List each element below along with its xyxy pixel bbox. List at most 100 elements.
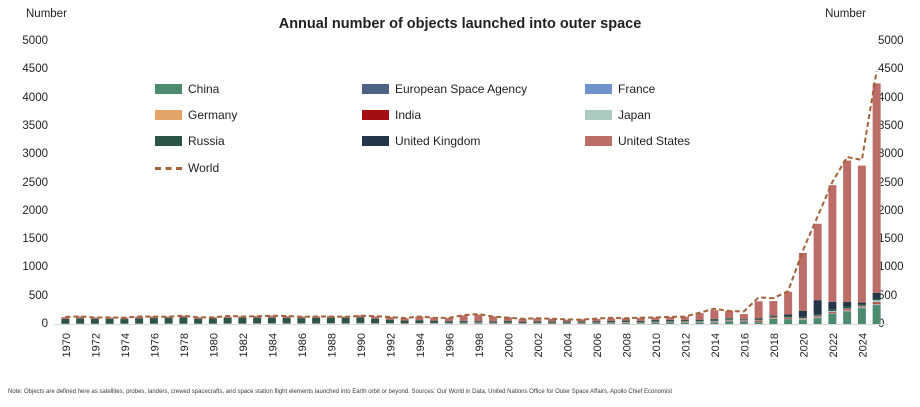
bar-segment-1990 xyxy=(356,317,365,323)
y-axis-tick: 3500 xyxy=(22,119,48,132)
bar-segment-2021 xyxy=(813,316,822,317)
bar-segment-1999 xyxy=(489,316,498,322)
bar-segment-2006 xyxy=(592,323,601,324)
x-axis-label: 1970 xyxy=(61,333,73,357)
bar-segment-2019 xyxy=(784,291,793,315)
bar-segment-2014 xyxy=(710,310,719,319)
bar-segment-2024 xyxy=(857,305,866,307)
bar-segment-2021 xyxy=(813,315,822,317)
bar-segment-1996 xyxy=(444,321,453,323)
y-axis-tick: 1000 xyxy=(878,261,904,274)
legend-label: United States xyxy=(618,134,691,148)
legend-label: Russia xyxy=(188,134,225,148)
x-axis-label: 1982 xyxy=(238,333,250,357)
bar-segment-1998 xyxy=(474,321,483,323)
y-axis-tick: 500 xyxy=(878,289,898,302)
bar-segment-1990 xyxy=(356,315,365,318)
bar-segment-1981 xyxy=(223,316,232,318)
x-axis-label: 1996 xyxy=(444,333,456,357)
bar-segment-1981 xyxy=(223,317,232,324)
bar-segment-1984 xyxy=(267,315,276,318)
bar-segment-2020 xyxy=(798,320,807,324)
y-axis-tick: 2500 xyxy=(878,176,904,189)
x-axis-label: 1984 xyxy=(267,333,279,357)
bar-segment-2003 xyxy=(548,321,557,323)
bar-segment-2021 xyxy=(813,316,822,318)
y-axis-tick: 5000 xyxy=(22,35,48,47)
legend-item-germany: Germany xyxy=(155,108,237,122)
bar-segment-1985 xyxy=(282,317,291,324)
bar-segment-2003 xyxy=(548,318,557,322)
y-axis-tick: 0 xyxy=(41,318,48,330)
bar-segment-2024 xyxy=(857,308,866,324)
bar-segment-2022 xyxy=(828,313,837,324)
y-axis-tick: 2500 xyxy=(22,176,48,189)
bar-segment-1994 xyxy=(415,320,424,323)
bar-segment-2022 xyxy=(828,311,837,313)
bar-segment-2018 xyxy=(769,315,778,316)
bar-segment-2023 xyxy=(843,302,852,307)
bar-segment-1992 xyxy=(385,319,394,324)
bar-segment-2021 xyxy=(813,223,822,301)
legend-item-world: World xyxy=(155,161,219,175)
bar-segment-2019 xyxy=(784,319,793,324)
y-axis-tick: 3000 xyxy=(878,148,904,161)
bar-segment-2018 xyxy=(769,317,778,319)
x-axis-label: 2006 xyxy=(592,333,604,357)
x-axis-label: 1972 xyxy=(90,333,102,357)
bar-segment-2014 xyxy=(710,319,719,321)
bar-segment-2015 xyxy=(725,310,734,319)
bar-segment-2020 xyxy=(798,252,807,311)
bar-segment-2001 xyxy=(518,321,527,324)
x-axis-label: 1978 xyxy=(179,333,191,357)
x-axis-label: 2002 xyxy=(533,333,545,357)
y-axis-tick: 3500 xyxy=(878,119,904,132)
bar-segment-1993 xyxy=(400,320,409,324)
bar-segment-1974 xyxy=(120,319,129,324)
bar-segment-2017 xyxy=(754,319,763,321)
bar-segment-2015 xyxy=(725,319,734,321)
bar-segment-1993 xyxy=(400,318,409,321)
bar-segment-2025 xyxy=(872,302,881,304)
chart-title: Annual number of objects launched into o… xyxy=(278,16,642,32)
bar-segment-2023 xyxy=(843,309,852,311)
bar-segment-2005 xyxy=(577,319,586,322)
bar-segment-2019 xyxy=(784,314,793,317)
bar-segment-2004 xyxy=(562,319,571,322)
bar-segment-1987 xyxy=(312,317,321,324)
bar-segment-2018 xyxy=(769,316,778,318)
bar-segment-2006 xyxy=(592,321,601,323)
left-axis-title: Number xyxy=(26,8,67,20)
bar-segment-2011 xyxy=(666,322,675,324)
y-axis-tick: 4000 xyxy=(878,91,904,104)
bar-segment-1975 xyxy=(135,318,144,324)
source-note: Note: Objects are defined here as satell… xyxy=(8,389,673,395)
bar-segment-2013 xyxy=(695,322,704,324)
x-axis-label: 2022 xyxy=(828,333,840,357)
bar-segment-2022 xyxy=(828,311,837,312)
bar-segment-2013 xyxy=(695,313,704,320)
bar-segment-2016 xyxy=(739,319,748,321)
bar-segment-2016 xyxy=(739,322,748,324)
bar-segment-2000 xyxy=(503,320,512,323)
legend-item-european-space-agency: European Space Agency xyxy=(362,82,527,96)
bar-segment-1984 xyxy=(267,317,276,324)
legend-label: European Space Agency xyxy=(395,82,528,96)
bar-segment-2022 xyxy=(828,301,837,310)
bar-segment-2007 xyxy=(607,318,616,321)
bar-segment-2025 xyxy=(872,304,881,305)
bar-segment-2020 xyxy=(798,316,807,319)
bar-segment-2007 xyxy=(607,321,616,323)
y-axis-tick: 1500 xyxy=(878,233,904,246)
x-axis-label: 2000 xyxy=(503,333,515,357)
x-axis-label: 1974 xyxy=(120,333,132,357)
bar-segment-1995 xyxy=(430,320,439,323)
bar-segment-2012 xyxy=(680,319,689,322)
y-axis-tick: 500 xyxy=(28,289,48,302)
legend-label: Germany xyxy=(188,108,238,122)
bar-segment-2022 xyxy=(828,309,837,312)
bar-segment-2008 xyxy=(621,323,630,324)
bar-segment-2000 xyxy=(503,317,512,321)
